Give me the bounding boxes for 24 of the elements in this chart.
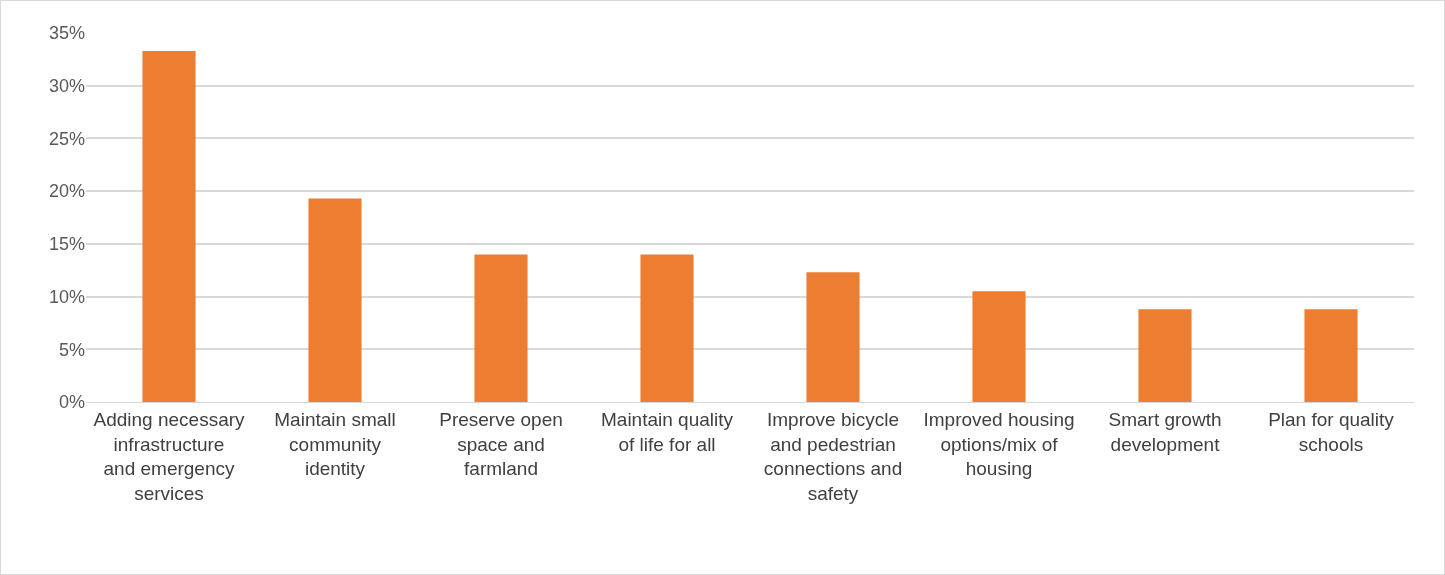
y-tick-label: 0%	[58, 392, 85, 413]
bar	[1138, 309, 1192, 402]
y-tick-label: 20%	[48, 181, 85, 202]
x-tick-label: Improve bicycle and pedestrian connections and safety	[763, 408, 903, 504]
y-tick-label: 5%	[58, 339, 85, 360]
x-tick-label: Smart growth development	[1108, 408, 1222, 455]
y-tick-label: 35%	[48, 23, 85, 44]
bar	[1304, 309, 1358, 402]
x-tick-label: Maintain small community identity	[274, 408, 396, 480]
y-tick-label: 25%	[48, 128, 85, 149]
x-tick-label: Adding necessary infrastructure and emergency services	[93, 408, 246, 504]
bar	[308, 198, 362, 402]
x-tick-label: Preserve open space and farmland	[439, 408, 563, 480]
bar	[474, 254, 528, 402]
bar	[142, 50, 196, 402]
x-tick-label: Plan for quality schools	[1268, 408, 1395, 455]
bar	[640, 254, 694, 402]
bar	[806, 272, 860, 402]
y-tick-label: 15%	[48, 234, 85, 255]
x-tick-label: Improved housing options/mix of housing	[923, 408, 1075, 480]
x-tick-label: Maintain quality of life for all	[600, 408, 734, 455]
bar	[972, 291, 1026, 402]
y-tick-label: 30%	[48, 76, 85, 97]
y-tick-label: 10%	[48, 286, 85, 307]
